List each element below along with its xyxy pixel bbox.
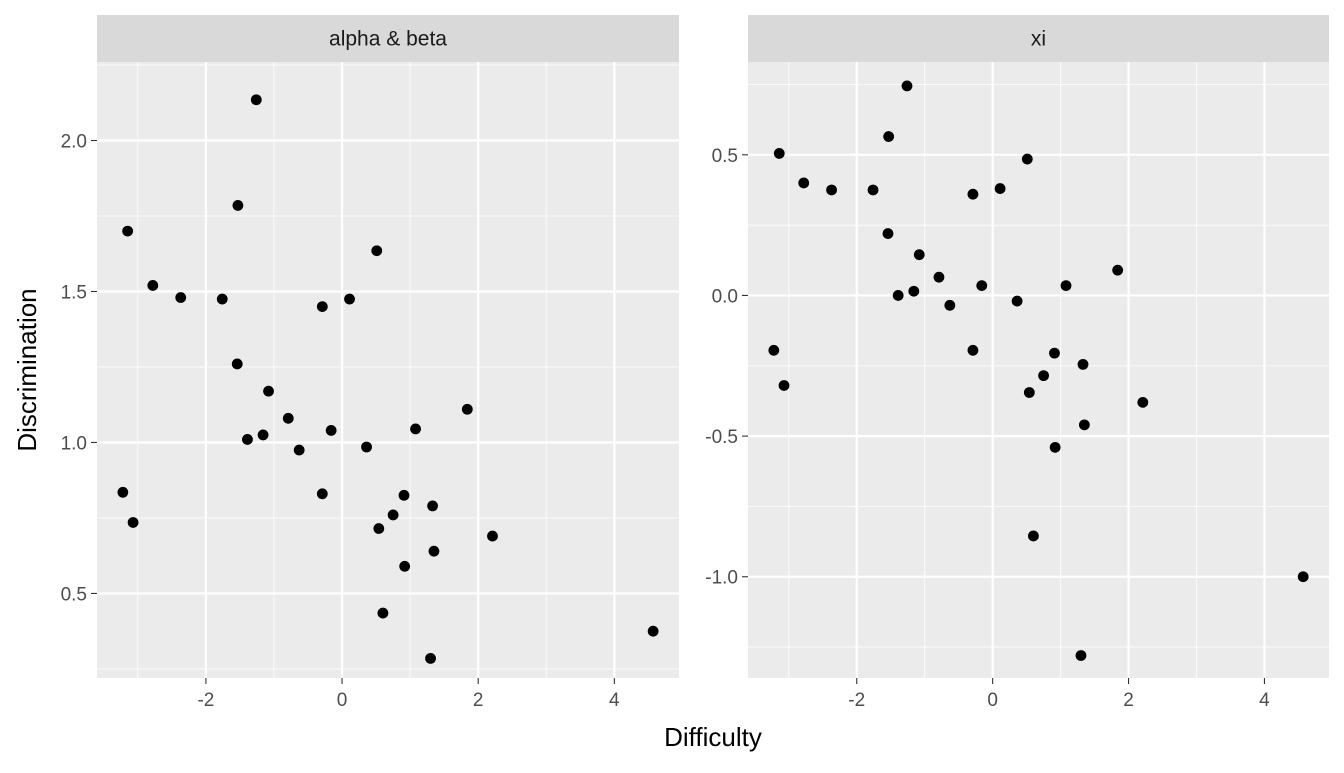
data-point xyxy=(250,94,262,106)
data-point xyxy=(1011,295,1023,307)
data-point xyxy=(117,486,129,498)
facet-strip-label: xi xyxy=(1031,28,1046,51)
data-point xyxy=(967,344,979,356)
data-point xyxy=(778,380,790,391)
data-point xyxy=(427,500,438,512)
data-point xyxy=(883,131,895,142)
data-point xyxy=(231,358,243,370)
data-point xyxy=(398,489,410,501)
data-point xyxy=(387,509,399,521)
y-tick-label: -1.0 xyxy=(705,568,738,589)
data-point xyxy=(373,523,385,534)
data-point xyxy=(316,488,328,500)
x-tick-label: -2 xyxy=(197,690,214,711)
data-point xyxy=(933,271,945,283)
plot-background xyxy=(97,62,679,678)
data-point xyxy=(647,625,659,637)
facet-panel-alpha-beta: alpha & beta -2 0 2 4 0.5 1.0 1.5 2.0 xyxy=(61,15,679,711)
data-point xyxy=(1023,387,1035,398)
data-point xyxy=(428,545,440,557)
x-tick-label: 0 xyxy=(337,690,348,711)
y-axis-title: Discrimination xyxy=(12,288,42,451)
x-tick-label: 0 xyxy=(987,690,998,711)
x-tick-label: 2 xyxy=(473,690,484,711)
data-point xyxy=(425,652,436,664)
facet-strip xyxy=(748,15,1329,62)
data-point xyxy=(901,80,913,92)
x-axis-title: Difficulty xyxy=(664,722,762,752)
data-point xyxy=(325,424,337,436)
data-point xyxy=(908,285,920,297)
data-point xyxy=(826,184,837,196)
plot-background xyxy=(748,62,1329,678)
data-point xyxy=(913,249,925,261)
y-tick-label: 1.0 xyxy=(61,433,87,454)
data-point xyxy=(122,225,134,237)
data-point xyxy=(1021,153,1033,165)
data-point xyxy=(127,517,139,528)
x-tick-label: 2 xyxy=(1123,690,1134,711)
data-point xyxy=(1028,530,1039,542)
data-point xyxy=(967,188,979,200)
data-point xyxy=(377,607,389,619)
data-point xyxy=(293,444,305,456)
data-point xyxy=(1060,280,1072,292)
data-point xyxy=(316,301,328,312)
y-tick-label: 0.0 xyxy=(712,286,738,307)
data-point xyxy=(175,292,187,303)
y-tick-label: 2.0 xyxy=(61,132,87,153)
data-point xyxy=(257,429,269,441)
data-point xyxy=(1297,571,1309,583)
y-tick-label: 0.5 xyxy=(61,584,87,605)
data-point xyxy=(147,280,159,291)
data-point xyxy=(798,177,810,189)
data-point xyxy=(1075,650,1087,661)
data-point xyxy=(867,184,879,196)
x-tick-label: -2 xyxy=(848,690,865,711)
facet-strip-label: alpha & beta xyxy=(329,28,447,51)
data-point xyxy=(768,344,780,356)
data-point xyxy=(216,293,228,305)
data-point xyxy=(1137,396,1149,408)
data-point xyxy=(487,530,498,542)
data-point xyxy=(882,228,894,239)
data-point xyxy=(944,299,956,311)
data-point xyxy=(263,385,274,397)
facet-panel-xi: xi -2 0 2 4 -1.0 -0.5 0.0 0.5 xyxy=(705,15,1329,711)
data-point xyxy=(344,293,355,305)
data-point xyxy=(371,245,383,257)
data-point xyxy=(892,290,904,301)
data-point xyxy=(773,148,785,159)
x-tick-label: 4 xyxy=(609,690,620,711)
y-tick-label: 0.5 xyxy=(712,146,738,167)
data-point xyxy=(282,412,294,424)
data-point xyxy=(994,183,1006,194)
y-tick-label: 1.5 xyxy=(61,282,87,303)
data-point xyxy=(976,280,988,292)
data-point xyxy=(399,560,411,572)
x-tick-label: 4 xyxy=(1259,690,1270,711)
y-tick-label: -0.5 xyxy=(705,427,738,448)
data-point xyxy=(410,423,421,435)
data-point xyxy=(1112,264,1124,276)
data-point xyxy=(1038,370,1049,382)
data-point xyxy=(242,434,253,445)
facet-strip xyxy=(97,15,679,62)
data-point xyxy=(232,200,244,211)
data-point xyxy=(1049,441,1061,453)
data-point xyxy=(1077,358,1089,370)
data-point xyxy=(1049,347,1060,359)
data-point xyxy=(361,441,372,453)
data-point xyxy=(1078,419,1090,431)
data-point xyxy=(461,403,473,415)
